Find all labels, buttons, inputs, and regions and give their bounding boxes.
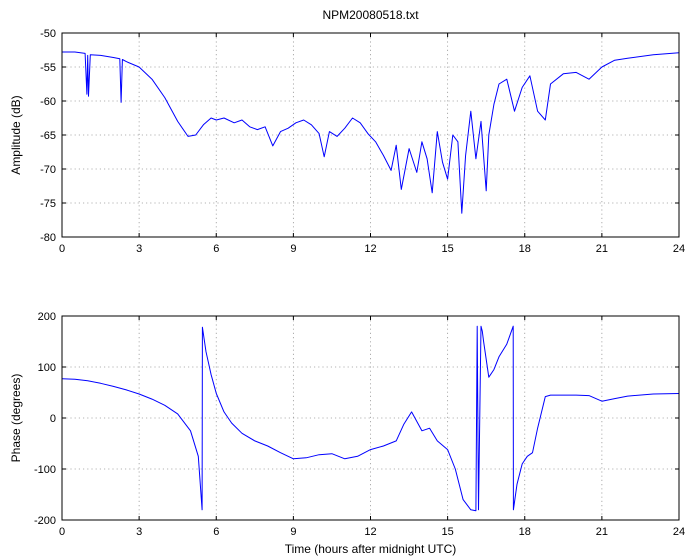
amplitude-axes-frame [61, 32, 680, 238]
phase-x-tick-label: 21 [596, 526, 608, 538]
phase-x-tick-label: 18 [519, 526, 531, 538]
phase-panel: 0 3 6 9 12 15 18 21 24 200 100 0 -100 -200 Time (hour… [9, 311, 685, 556]
amplitude-panel: 0 3 6 9 12 15 18 21 24 -50 -55 -60 -65 -70 -75 -80 NPM2… [9, 8, 685, 255]
phase-x-tick-label: 15 [442, 526, 454, 538]
amplitude-x-tick-label: 6 [213, 243, 219, 255]
amplitude-ticks: 0 3 6 9 12 15 18 21 24 -50 -55 -60 -65 -70 -75 -80 [40, 28, 685, 255]
amplitude-y-tick-label: -80 [40, 232, 56, 244]
phase-y-tick-label: -100 [34, 464, 56, 476]
phase-y-tick-label: 200 [38, 311, 56, 323]
phase-x-tick-label: 0 [59, 526, 65, 538]
phase-series-group [61, 325, 680, 512]
phase-axes-frame [61, 315, 680, 521]
amplitude-y-tick-label: -50 [40, 28, 56, 40]
phase-x-tick-label: 3 [136, 526, 142, 538]
amplitude-x-tick-label: 12 [364, 243, 376, 255]
amplitude-y-tick-label: -60 [40, 96, 56, 108]
phase-x-tick-label: 9 [290, 526, 296, 538]
amplitude-y-tick-label: -70 [40, 164, 56, 176]
amplitude-x-tick-label: 9 [290, 243, 296, 255]
amplitude-x-tick-label: 24 [673, 243, 685, 255]
amplitude-chart-title: NPM20080518.txt [322, 8, 419, 22]
amplitude-y-axis-label: Amplitude (dB) [9, 95, 23, 174]
amplitude-x-tick-label: 15 [442, 243, 454, 255]
phase-y-tick-label: 0 [50, 413, 56, 425]
amplitude-x-tick-label: 3 [136, 243, 142, 255]
phase-series-line [61, 325, 680, 512]
amplitude-series-line [62, 51, 680, 214]
amplitude-y-tick-label: -65 [40, 130, 56, 142]
amplitude-series-group [62, 51, 680, 214]
phase-x-axis-label: Time (hours after midnight UTC) [285, 542, 457, 556]
amplitude-y-tick-label: -75 [40, 198, 56, 210]
phase-ticks: 0 3 6 9 12 15 18 21 24 200 100 0 -100 -200 [34, 311, 685, 538]
amplitude-y-tick-label: -55 [40, 62, 56, 74]
phase-grid [62, 316, 679, 520]
phase-y-tick-label: 100 [38, 362, 56, 374]
phase-x-tick-label: 6 [213, 526, 219, 538]
amplitude-x-tick-label: 21 [596, 243, 608, 255]
phase-x-tick-label: 12 [364, 526, 376, 538]
amplitude-x-tick-label: 0 [59, 243, 65, 255]
phase-y-tick-label: -200 [34, 515, 56, 527]
amplitude-x-tick-label: 18 [519, 243, 531, 255]
phase-x-tick-label: 24 [673, 526, 685, 538]
phase-y-axis-label: Phase (degrees) [9, 374, 23, 463]
